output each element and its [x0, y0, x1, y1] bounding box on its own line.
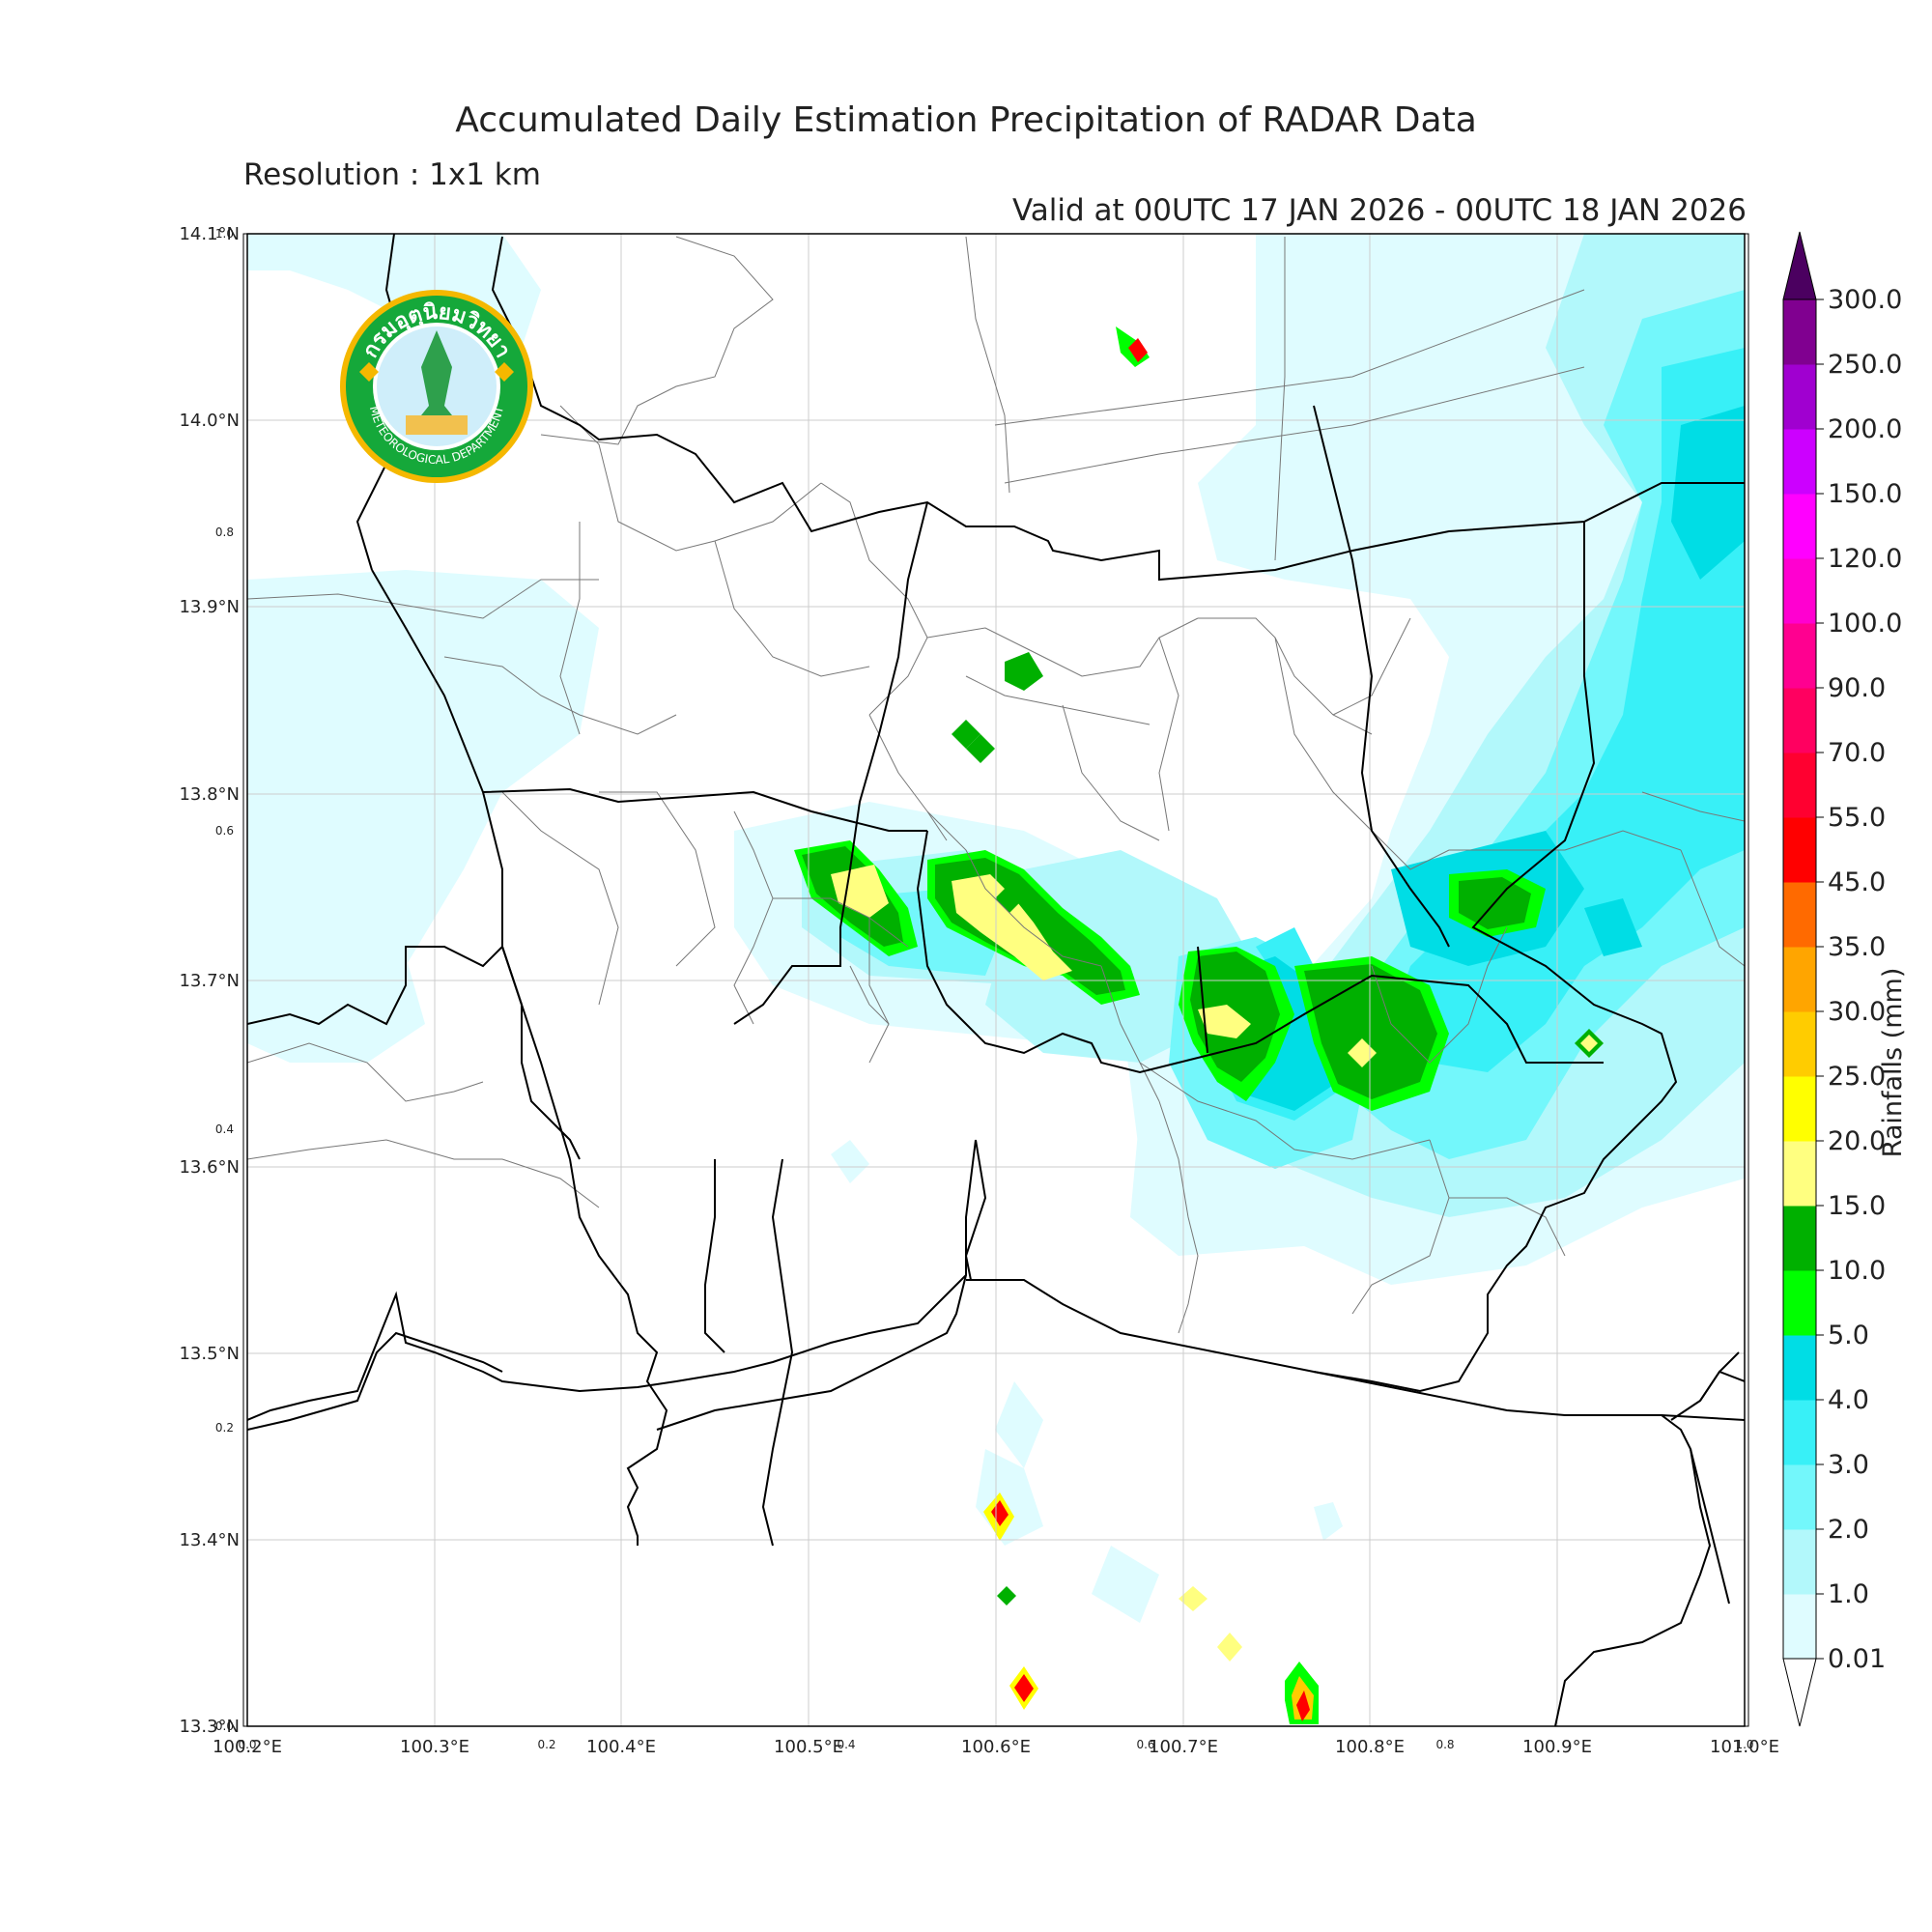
colorbar-swatch — [1783, 688, 1816, 753]
inner-y-tick-label: 0.2 — [215, 1421, 234, 1435]
colorbar-swatch — [1783, 1594, 1816, 1660]
colorbar-tick-label: 30.0 — [1828, 997, 1886, 1027]
colorbar-frame — [1782, 298, 1817, 1660]
lat-tick-label: 13.5°N — [179, 1344, 240, 1364]
colorbar: 0.01 1.0 2.0 3.0 4.0 5.0 10.0 15.0 20.0 25.0 30.0 3… — [1782, 231, 1902, 1727]
province-boundaries — [247, 234, 1745, 1726]
lat-tick-label: 13.6°N — [179, 1157, 240, 1178]
colorbar-tick-label: 100.0 — [1828, 609, 1902, 639]
colorbar-swatch — [1783, 429, 1816, 495]
colorbar-tick-label: 0.01 — [1828, 1644, 1886, 1674]
resolution-label: Resolution : 1x1 km — [243, 157, 541, 192]
lon-tick-label: 101.0°E — [1710, 1737, 1779, 1757]
colorbar-swatch — [1783, 1270, 1816, 1336]
lat-tick-label: 13.7°N — [179, 971, 240, 991]
colorbar-tick-label: 4.0 — [1828, 1385, 1869, 1415]
colorbar-tick-label: 200.0 — [1828, 414, 1902, 444]
colorbar-tick-label: 120.0 — [1828, 544, 1902, 574]
plot-area — [247, 234, 1745, 1726]
colorbar-over-arrow — [1782, 231, 1817, 300]
lon-tick-label: 100.2°E — [213, 1737, 282, 1757]
lon-tick-label: 100.7°E — [1149, 1737, 1218, 1757]
lon-tick-label: 100.8°E — [1335, 1737, 1405, 1757]
colorbar-tick-label: 20.0 — [1828, 1126, 1886, 1156]
lon-tick-label: 100.4°E — [586, 1737, 656, 1757]
colorbar-tick-label: 3.0 — [1828, 1450, 1869, 1480]
inner-x-tick-label: 0.0 — [238, 1738, 256, 1751]
inner-y-tick-label: 0.0 — [215, 1719, 234, 1733]
lat-tick-labels: 14.1°N 14.0°N 13.9°N 13.8°N 13.7°N 13.6°… — [179, 224, 240, 1737]
colorbar-swatch — [1783, 299, 1816, 365]
colorbar-swatch — [1783, 1400, 1816, 1465]
colorbar-swatch — [1783, 1464, 1816, 1530]
lon-tick-label: 100.9°E — [1522, 1737, 1592, 1757]
inner-x-tick-label: 0.6 — [1136, 1738, 1154, 1751]
colorbar-tick-label: 1.0 — [1828, 1579, 1869, 1609]
colorbar-swatch — [1783, 1206, 1816, 1271]
colorbar-tick-label: 10.0 — [1828, 1256, 1886, 1286]
lat-tick-label: 13.9°N — [179, 597, 240, 617]
inner-y-tick-label: 0.6 — [215, 824, 234, 838]
colorbar-swatch — [1783, 494, 1816, 559]
inner-x-tick-label: 0.2 — [537, 1738, 555, 1751]
inner-y-tick-label: 0.8 — [215, 526, 234, 539]
colorbar-tick-label: 15.0 — [1828, 1191, 1886, 1221]
lat-tick-label: 14.0°N — [179, 411, 240, 431]
colorbar-swatch — [1783, 1141, 1816, 1207]
district-boundaries — [247, 236, 1745, 1334]
inner-x-tick-label: 1.0 — [1735, 1738, 1753, 1751]
colorbar-tick-label: 5.0 — [1828, 1321, 1869, 1350]
lat-tick-label: 13.3°N — [179, 1717, 240, 1737]
colorbar-tick-label: 70.0 — [1828, 738, 1886, 768]
colorbar-swatch — [1783, 623, 1816, 689]
map-title: Accumulated Daily Estimation Precipitati… — [455, 100, 1477, 140]
colorbar-tick-label: 90.0 — [1828, 673, 1886, 703]
colorbar-tick-label: 250.0 — [1828, 350, 1902, 380]
lon-tick-labels: 100.2°E 100.3°E 100.4°E 100.5°E 100.6°E … — [213, 1737, 1779, 1757]
outer-frame — [242, 233, 1749, 1727]
lon-tick-label: 100.3°E — [400, 1737, 469, 1757]
colorbar-swatch — [1783, 1335, 1816, 1401]
gridlines — [247, 234, 1745, 1726]
lat-tick-label: 13.4°N — [179, 1530, 240, 1550]
colorbar-swatch — [1783, 364, 1816, 430]
valid-time-label: Valid at 00UTC 17 JAN 2026 - 00UTC 18 JA… — [1011, 193, 1747, 228]
lon-tick-label: 100.5°E — [774, 1737, 843, 1757]
colorbar-label: Rainfalls (mm) — [1878, 968, 1908, 1158]
colorbar-swatch — [1783, 558, 1816, 624]
colorbar-swatch — [1783, 1529, 1816, 1595]
lat-tick-label: 14.1°N — [179, 224, 240, 244]
colorbar-swatch — [1783, 882, 1816, 948]
colorbar-tick-label: 25.0 — [1828, 1062, 1886, 1092]
colorbar-under-arrow — [1782, 1658, 1817, 1727]
colorbar-swatch — [1783, 947, 1816, 1012]
colorbar-swatch — [1783, 1076, 1816, 1142]
colorbar-swatch — [1783, 753, 1816, 818]
lon-tick-label: 100.6°E — [961, 1737, 1031, 1757]
colorbar-tick-label: 2.0 — [1828, 1515, 1869, 1545]
colorbar-tick-label: 45.0 — [1828, 867, 1886, 897]
colorbar-tick-label: 55.0 — [1828, 803, 1886, 833]
inner-x-ticks: 0.0 0.2 0.4 0.6 0.8 1.0 — [238, 1738, 1753, 1751]
inner-y-ticks: 1.0 0.8 0.6 0.4 0.2 0.0 — [215, 227, 234, 1733]
colorbar-swatch — [1783, 1011, 1816, 1077]
colorbar-swatch — [1783, 817, 1816, 883]
colorbar-tick-label: 150.0 — [1828, 479, 1902, 509]
isolated-cells — [831, 327, 1604, 1724]
colorbar-tick-label: 300.0 — [1828, 285, 1902, 315]
tmd-logo: กรมอุตุนิยมวิทยา METEOROLOGICAL DEPARTME… — [340, 290, 533, 483]
inner-y-tick-label: 0.4 — [215, 1122, 234, 1136]
colorbar-tick-label: 35.0 — [1828, 932, 1886, 962]
lat-tick-label: 13.8°N — [179, 784, 240, 805]
inner-x-tick-label: 0.8 — [1435, 1738, 1454, 1751]
inner-x-tick-label: 0.4 — [837, 1738, 855, 1751]
inner-y-tick-label: 1.0 — [215, 227, 234, 241]
